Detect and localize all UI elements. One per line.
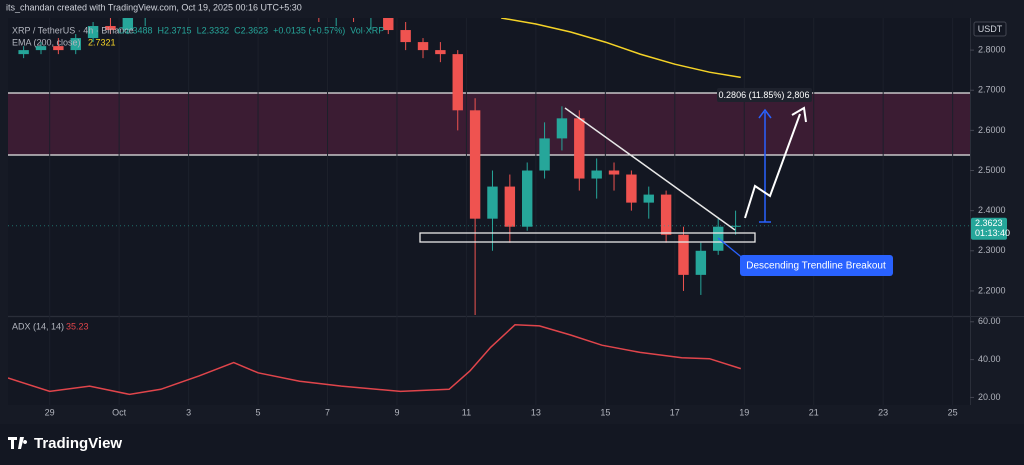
ohlc-value: Vol·XRP	[350, 25, 384, 35]
candle-body	[53, 46, 64, 51]
y2-tick-label: 40.00	[978, 354, 1001, 364]
x-tick-label: 29	[45, 407, 55, 417]
resistance-zone	[8, 93, 970, 155]
ohlc-value: L2.3332	[197, 25, 230, 35]
x-tick-label: Oct	[112, 407, 127, 417]
candle-body	[660, 194, 672, 235]
candle-body	[35, 46, 47, 51]
measure-label: 0.2806 (11.85%) 2,806	[719, 90, 810, 100]
last-price-box	[971, 217, 1007, 240]
candle-body	[383, 18, 394, 31]
footer-bar	[0, 424, 1024, 465]
x-tick-label: 17	[670, 407, 680, 417]
x-tick-label: 11	[462, 407, 471, 417]
y-tick-label: 2.7000	[978, 85, 1006, 95]
y2-tick-label: 60.00	[978, 316, 1001, 326]
ohlc-value: O2.3488	[118, 25, 153, 35]
ohlc-value: C2.3623	[234, 25, 268, 35]
adx-name: ADX (14, 14)	[12, 321, 64, 331]
support-box	[419, 232, 756, 243]
adx-line	[8, 324, 742, 396]
y-tick-label: 2.6000	[978, 125, 1006, 135]
candle-body	[591, 170, 602, 179]
ema-last: 2.7321	[88, 37, 116, 47]
candle-body	[678, 234, 689, 275]
candle-body	[435, 50, 446, 55]
candle-body	[452, 54, 463, 111]
candle-body	[18, 50, 29, 55]
tv-logo	[8, 437, 28, 449]
candle-body	[487, 186, 498, 219]
candle-body	[504, 186, 516, 227]
adx-last: 35.23	[66, 321, 89, 331]
ohlc-value: H2.3715	[158, 25, 192, 35]
x-tick-label: 7	[325, 407, 330, 417]
callout-line	[717, 237, 746, 261]
x-tick-label: 21	[809, 407, 819, 417]
x-tick-label: 13	[531, 407, 541, 417]
candle-body	[643, 194, 654, 203]
candle-body	[469, 110, 481, 219]
candle-body	[87, 26, 99, 39]
candle-body	[730, 225, 741, 227]
trendline	[564, 107, 736, 231]
ema-name: EMA (200, close)	[12, 37, 81, 47]
candle-body	[539, 138, 550, 171]
y2-tick-label: 20.00	[978, 392, 1001, 402]
x-tick-label: 15	[600, 407, 610, 417]
x-tick-label: 23	[878, 407, 888, 417]
candle-body	[122, 18, 134, 31]
candle-body	[695, 250, 707, 275]
candle-body	[556, 118, 568, 139]
symbol-title: XRP / TetherUS · 4h · Binance	[12, 25, 134, 35]
candle-body	[70, 38, 81, 51]
projection-arrow	[744, 113, 801, 219]
x-tick-label: 5	[256, 407, 261, 417]
measure-label-box	[717, 88, 812, 102]
y-tick-label: 2.8000	[978, 44, 1006, 54]
footer-brand: TradingView	[34, 435, 122, 452]
adx-pane	[8, 318, 970, 405]
candle-body	[574, 118, 585, 179]
y-tick-label: 2.4000	[978, 205, 1006, 215]
x-tick-label: 9	[394, 407, 399, 417]
measure-arrow-head	[758, 108, 772, 119]
currency-box	[973, 21, 1007, 37]
y-tick-label: 2.3000	[978, 245, 1006, 255]
ema-line	[501, 18, 741, 79]
countdown: 01:13:40	[975, 228, 1010, 238]
x-tick-label: 25	[948, 407, 958, 417]
x-tick-label: 3	[186, 407, 191, 417]
y-tick-label: 2.2000	[978, 285, 1006, 295]
callout-text: Descending Trendline Breakout	[746, 261, 886, 272]
currency: USDT	[978, 24, 1003, 34]
candle-body	[105, 26, 116, 31]
x-tick-label: 19	[739, 407, 749, 417]
callout-box	[740, 255, 893, 276]
last-price: 2.3623	[975, 218, 1003, 228]
candle-body	[626, 174, 637, 203]
candle-body	[417, 42, 429, 51]
projection-arrow-head	[791, 106, 807, 123]
ohlc-value: +0.0135 (+0.57%)	[273, 25, 345, 35]
candle-body	[608, 170, 620, 175]
candle-body	[521, 170, 533, 227]
watermark: its_chandan created with TradingView.com…	[6, 2, 302, 12]
candle-body	[400, 30, 411, 43]
y-tick-label: 2.5000	[978, 165, 1006, 175]
